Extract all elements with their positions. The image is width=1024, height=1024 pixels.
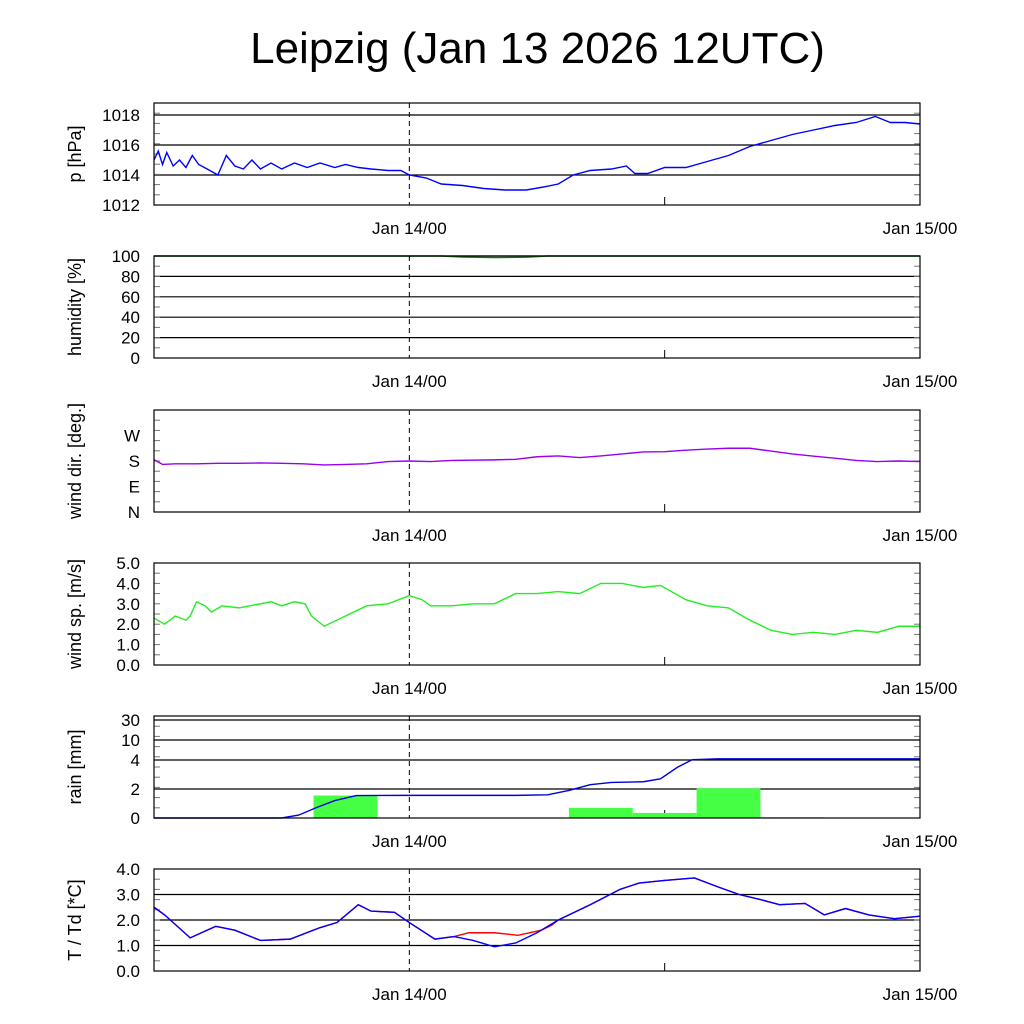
x-tick-label: Jan 15/00 [883, 832, 958, 851]
y-tick-label: E [129, 478, 140, 497]
y-tick-label: W [124, 427, 140, 446]
series-line-p [153, 115, 921, 191]
rain-bar [313, 795, 378, 818]
x-tick-label: Jan 14/00 [372, 219, 447, 238]
y-tick-label: 3.0 [116, 595, 140, 614]
rain-bar [568, 807, 633, 818]
x-tick-label: Jan 14/00 [372, 679, 447, 698]
y-tick-label: S [129, 452, 140, 471]
x-tick-label: Jan 15/00 [883, 679, 958, 698]
chart-title: Leipzig (Jan 13 2026 12UTC) [250, 24, 825, 73]
y-axis-label: wind dir. [deg.] [65, 403, 85, 520]
y-tick-label: 2.0 [116, 911, 140, 930]
panel-wind-speed: 0.01.0 2.03.0 4.05.0 Jan 14/00 Jan 15/00 wind… [65, 554, 957, 698]
x-tick-label: Jan 14/00 [372, 832, 447, 851]
y-tick-label: 1018 [102, 106, 140, 125]
y-axis-label: humidity [%] [65, 258, 85, 356]
series-line-Td [153, 877, 921, 948]
series-line-ff [153, 582, 920, 636]
y-tick-label: 1012 [102, 196, 140, 215]
y-tick-label: 10 [121, 731, 140, 750]
y-tick-label: 0.0 [116, 962, 140, 981]
y-tick-label: 80 [121, 267, 140, 286]
x-tick-label: Jan 15/00 [883, 219, 958, 238]
y-tick-label: 4.0 [116, 860, 140, 879]
y-axis-label: T / Td [*C] [65, 879, 85, 960]
y-tick-label: 1016 [102, 136, 140, 155]
y-axis-label: wind sp. [m/s] [65, 559, 85, 670]
rain-bar [696, 788, 761, 818]
y-tick-label: 40 [121, 308, 140, 327]
series-line-dd [153, 447, 921, 466]
y-axis-label: rain [mm] [65, 729, 85, 804]
panel-pressure: 1012 1014 1016 1018 Jan 14/00 Jan 15/00 p [hPa… [65, 102, 958, 238]
x-tick-label: Jan 15/00 [883, 372, 958, 391]
y-tick-label: 4 [131, 751, 140, 770]
y-tick-label: 30 [121, 711, 140, 730]
y-tick-label: 2.0 [116, 615, 140, 634]
plot-frame [153, 409, 921, 513]
panel-temperature: 0.0 1.0 2.0 3.0 4.0 Jan 14/00 Jan 15/00 T / Td … [65, 860, 957, 1004]
y-tick-label: 3.0 [116, 886, 140, 905]
y-tick-label: 1.0 [116, 636, 140, 655]
y-tick-label: 2 [131, 780, 140, 799]
plot-frame [153, 255, 921, 359]
x-tick-label: Jan 14/00 [372, 372, 447, 391]
y-tick-label: 100 [112, 247, 140, 266]
y-tick-label: 1014 [102, 166, 140, 185]
y-tick-label: 0 [131, 349, 140, 368]
y-tick-label: 20 [121, 329, 140, 348]
plot-frame [153, 102, 921, 206]
y-tick-label: 5.0 [116, 554, 140, 573]
x-tick-label: Jan 14/00 [372, 526, 447, 545]
series-line-accumulated-rain [154, 758, 920, 819]
x-tick-label: Jan 14/00 [372, 985, 447, 1004]
rain-bar [632, 812, 697, 818]
y-tick-label: 0.0 [116, 656, 140, 675]
y-tick-label: 4.0 [116, 574, 140, 593]
x-tick-label: Jan 15/00 [883, 985, 958, 1004]
x-tick-label: Jan 15/00 [883, 526, 958, 545]
y-tick-label: 0 [131, 809, 140, 828]
plot-frame [153, 715, 921, 819]
y-tick-label: 60 [121, 288, 140, 307]
y-axis-label: p [hPa] [65, 125, 85, 182]
y-tick-label: N [128, 503, 140, 522]
plot-frame [153, 868, 921, 972]
plot-frame [153, 562, 921, 666]
series-line-T [153, 877, 921, 942]
y-tick-label: 1.0 [116, 937, 140, 956]
